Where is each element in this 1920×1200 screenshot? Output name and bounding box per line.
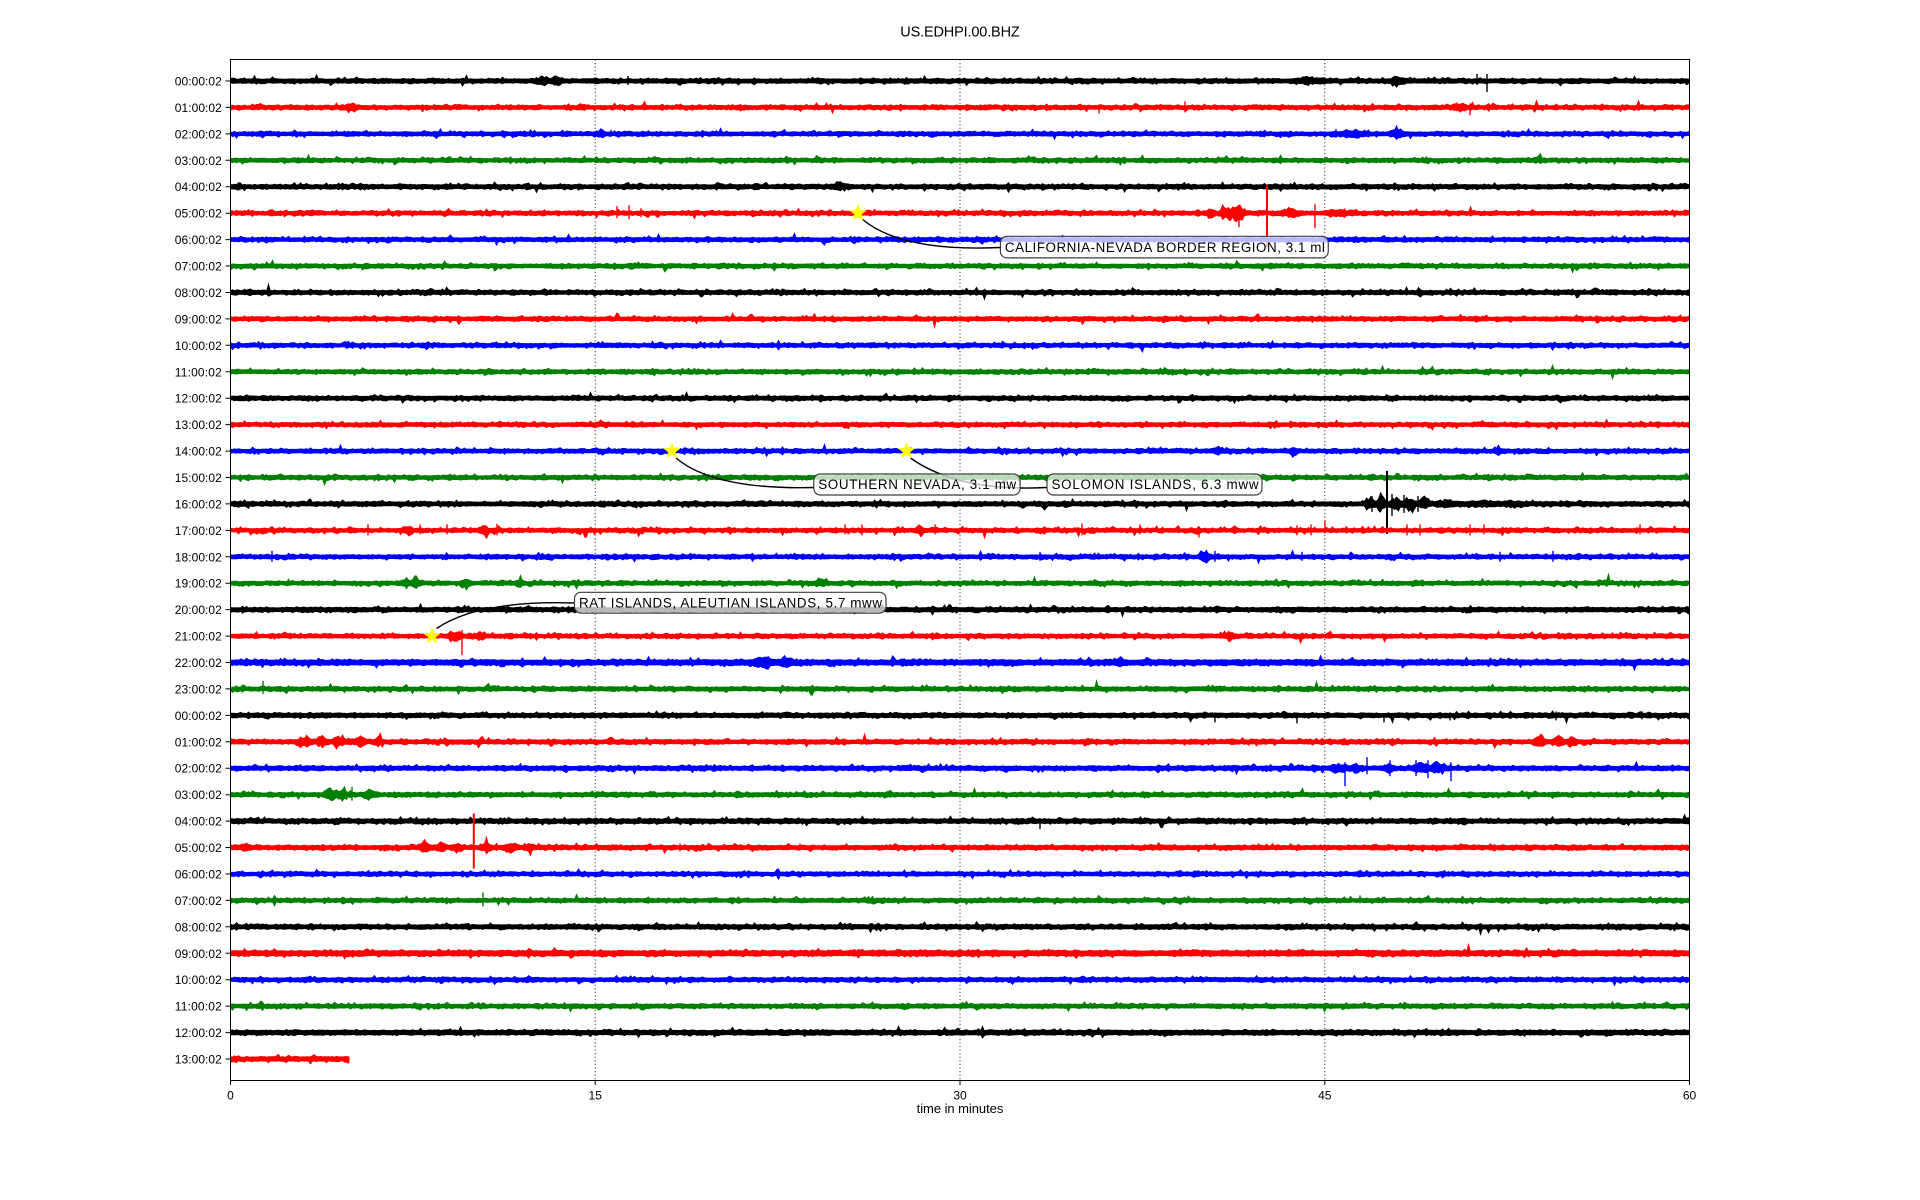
- svg-text:13:00:02: 13:00:02: [175, 418, 222, 432]
- svg-text:23:00:02: 23:00:02: [175, 682, 222, 696]
- svg-text:17:00:02: 17:00:02: [175, 524, 222, 538]
- svg-text:03:00:02: 03:00:02: [175, 154, 222, 168]
- svg-text:0: 0: [227, 1089, 234, 1103]
- svg-text:SOLOMON ISLANDS, 6.3 mww: SOLOMON ISLANDS, 6.3 mww: [1052, 477, 1259, 492]
- svg-text:00:00:02: 00:00:02: [175, 709, 222, 723]
- svg-text:07:00:02: 07:00:02: [175, 260, 222, 274]
- svg-text:02:00:02: 02:00:02: [175, 127, 222, 141]
- svg-text:RAT ISLANDS, ALEUTIAN ISLANDS,: RAT ISLANDS, ALEUTIAN ISLANDS, 5.7 mww: [579, 595, 882, 610]
- svg-text:22:00:02: 22:00:02: [175, 656, 222, 670]
- svg-text:08:00:02: 08:00:02: [175, 920, 222, 934]
- svg-text:30: 30: [953, 1089, 967, 1103]
- svg-text:12:00:02: 12:00:02: [175, 392, 222, 406]
- svg-text:18:00:02: 18:00:02: [175, 550, 222, 564]
- svg-text:60: 60: [1683, 1089, 1697, 1103]
- svg-text:time in minutes: time in minutes: [917, 1101, 1004, 1116]
- svg-text:11:00:02: 11:00:02: [175, 365, 222, 379]
- svg-text:13:00:02: 13:00:02: [175, 1053, 222, 1067]
- svg-text:CALIFORNIA-NEVADA BORDER REGIO: CALIFORNIA-NEVADA BORDER REGION, 3.1 ml: [1005, 240, 1325, 255]
- svg-text:45: 45: [1318, 1089, 1332, 1103]
- svg-text:01:00:02: 01:00:02: [175, 101, 222, 115]
- svg-text:19:00:02: 19:00:02: [175, 577, 222, 591]
- svg-text:05:00:02: 05:00:02: [175, 207, 222, 221]
- svg-text:08:00:02: 08:00:02: [175, 286, 222, 300]
- svg-text:09:00:02: 09:00:02: [175, 947, 222, 961]
- svg-text:06:00:02: 06:00:02: [175, 233, 222, 247]
- svg-text:11:00:02: 11:00:02: [175, 1000, 222, 1014]
- svg-text:03:00:02: 03:00:02: [175, 788, 222, 802]
- svg-text:02:00:02: 02:00:02: [175, 762, 222, 776]
- svg-text:05:00:02: 05:00:02: [175, 841, 222, 855]
- svg-text:14:00:02: 14:00:02: [175, 445, 222, 459]
- svg-text:04:00:02: 04:00:02: [175, 180, 222, 194]
- svg-text:01:00:02: 01:00:02: [175, 735, 222, 749]
- svg-text:10:00:02: 10:00:02: [175, 973, 222, 987]
- svg-text:SOUTHERN NEVADA, 3.1 mw: SOUTHERN NEVADA, 3.1 mw: [818, 477, 1016, 492]
- svg-text:15:00:02: 15:00:02: [175, 471, 222, 485]
- svg-text:09:00:02: 09:00:02: [175, 312, 222, 326]
- svg-text:20:00:02: 20:00:02: [175, 603, 222, 617]
- svg-text:07:00:02: 07:00:02: [175, 894, 222, 908]
- svg-text:04:00:02: 04:00:02: [175, 815, 222, 829]
- svg-text:06:00:02: 06:00:02: [175, 868, 222, 882]
- svg-text:12:00:02: 12:00:02: [175, 1026, 222, 1040]
- svg-text:US.EDHPI.00.BHZ: US.EDHPI.00.BHZ: [900, 25, 1020, 41]
- svg-text:21:00:02: 21:00:02: [175, 630, 222, 644]
- svg-text:00:00:02: 00:00:02: [175, 75, 222, 89]
- svg-text:15: 15: [589, 1089, 603, 1103]
- svg-text:10:00:02: 10:00:02: [175, 339, 222, 353]
- svg-text:16:00:02: 16:00:02: [175, 497, 222, 511]
